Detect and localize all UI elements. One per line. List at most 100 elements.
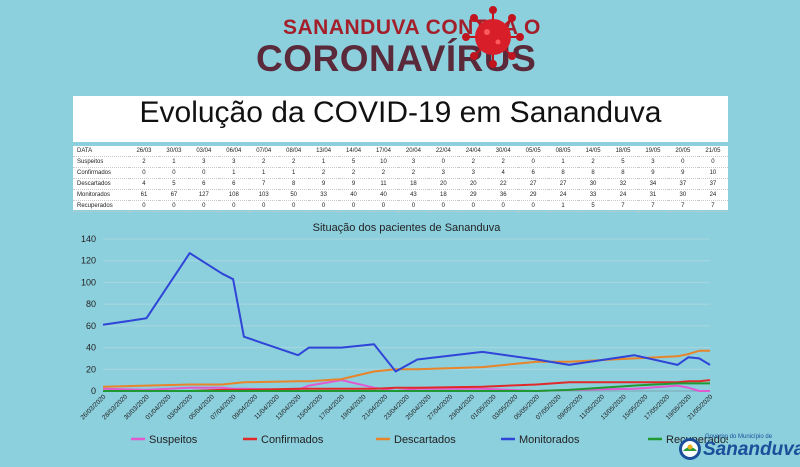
table-cell: 18 (428, 189, 459, 201)
table-date-cell: 21/05 (697, 146, 728, 157)
table-cell: 108 (218, 189, 249, 201)
table-cell: 5 (608, 156, 638, 168)
table-cell: 0 (398, 200, 429, 212)
table-date-cell: 17/04 (368, 146, 399, 157)
table-cell: 0 (188, 200, 219, 212)
table-cell: 31 (637, 189, 668, 201)
table-cell: 37 (667, 178, 698, 190)
table-date-cell: 22/04 (428, 146, 459, 157)
table-cell: 20 (458, 178, 489, 190)
legend-label: Suspeitos (149, 434, 198, 446)
series-line-recuperados (103, 382, 710, 392)
table-cell: 3 (188, 156, 219, 168)
table-row-label: Suspeitos (73, 156, 129, 168)
table-cell: 0 (129, 200, 159, 212)
y-tick-label: 100 (81, 277, 96, 287)
table-cell: 0 (188, 167, 219, 179)
table-cell: 2 (458, 156, 489, 168)
table-cell: 9 (338, 178, 369, 190)
table-cell: 67 (158, 189, 189, 201)
table-date-cell: 08/04 (278, 146, 309, 157)
series-line-suspeitos (102, 379, 710, 392)
y-tick-label: 40 (86, 343, 96, 353)
table-date-cell: 24/04 (458, 146, 489, 157)
table-cell: 5 (158, 178, 189, 190)
table-cell: 103 (248, 189, 279, 201)
table-cell: 10 (368, 156, 399, 168)
table-cell: 2 (338, 167, 369, 179)
table-date-cell: 18/05 (608, 146, 638, 157)
table-cell: 0 (129, 167, 159, 179)
table-cell: 0 (458, 200, 489, 212)
table-cell: 9 (308, 178, 339, 190)
series-line-monitorados (102, 252, 711, 373)
table-cell: 0 (338, 200, 369, 212)
y-tick-label: 20 (86, 364, 96, 374)
table-cell: 29 (518, 189, 549, 201)
table-cell: 0 (248, 200, 279, 212)
table-row: Descartados 4 5 6 6 7 8 9 9 11 18 20 20 22 27 27 30 32 34 3… (73, 178, 728, 190)
table-date-cell: 19/05 (637, 146, 668, 157)
table-date-cell: 03/04 (188, 146, 219, 157)
table-cell: 29 (458, 189, 489, 201)
table-cell: 34 (637, 178, 668, 190)
page-title: Evolução da COVID-19 em Sananduva (139, 96, 662, 129)
table-row: Monitorados 61 67 127 108 103 50 33 40 40 43 18 29 36… (73, 189, 728, 201)
table-cell: 30 (578, 178, 608, 190)
table-row: Recuperados 0 0 0 0 0 0 0 0 0 0 0 0 0 0 1 5 7 7 7 7 (73, 200, 728, 212)
table-cell: 11 (368, 178, 399, 190)
legend-label: Descartados (394, 434, 456, 446)
table-cell: 40 (368, 189, 399, 201)
table-cell: 0 (518, 200, 549, 212)
table-cell: 22 (488, 178, 519, 190)
table-corner-cell: DATA (73, 146, 129, 157)
table-cell: 50 (278, 189, 309, 201)
table-date-cell: 13/04 (308, 146, 339, 157)
table-cell: 0 (278, 200, 309, 212)
table-cell: 7 (608, 200, 638, 212)
table-cell: 1 (278, 167, 309, 179)
table-cell: 3 (398, 156, 429, 168)
table-cell: 2 (308, 167, 339, 179)
table-row-label: Monitorados (73, 189, 129, 201)
table-row: Suspeitos 2 1 3 3 2 2 1 5 10 3 0 2 2 0 1 2 5 3 0 0 (73, 156, 728, 168)
table-cell: 7 (697, 200, 728, 212)
table-cell: 32 (608, 178, 638, 190)
table-date-cell: 20/05 (667, 146, 698, 157)
table-cell: 7 (248, 178, 279, 190)
table-cell: 0 (218, 200, 249, 212)
data-table: DATA 26/03 30/03 03/04 06/04 07/04 08/04 13/04 1… (73, 146, 728, 212)
table-cell: 2 (398, 167, 429, 179)
legend-label: Monitorados (519, 434, 580, 446)
seal-icon (679, 438, 701, 460)
table-row-label: Descartados (73, 178, 129, 190)
y-tick-label: 60 (86, 321, 96, 331)
table-cell: 127 (188, 189, 219, 201)
table-cell: 8 (578, 167, 608, 179)
table-cell: 27 (548, 178, 579, 190)
table-date-cell: 20/04 (398, 146, 429, 157)
table-cell: 4 (129, 178, 159, 190)
data-table-panel: DATA 26/03 30/03 03/04 06/04 07/04 08/04 13/04 1… (73, 146, 728, 212)
table-cell: 2 (488, 156, 519, 168)
table-row-label: Recuperados (73, 200, 129, 212)
table-date-cell: 14/05 (578, 146, 608, 157)
table-cell: 7 (667, 200, 698, 212)
table-cell: 8 (278, 178, 309, 190)
table-cell: 30 (667, 189, 698, 201)
table-cell: 3 (428, 167, 459, 179)
table-cell: 0 (368, 200, 399, 212)
table-date-cell: 30/03 (158, 146, 189, 157)
table-date-cell: 07/04 (248, 146, 279, 157)
table-cell: 1 (158, 156, 189, 168)
table-cell: 0 (158, 167, 189, 179)
table-cell: 24 (697, 189, 728, 201)
table-cell: 2 (248, 156, 279, 168)
table-cell: 43 (398, 189, 429, 201)
table-cell: 24 (608, 189, 638, 201)
table-cell: 2 (368, 167, 399, 179)
table-cell: 0 (697, 156, 728, 168)
table-cell: 2 (278, 156, 309, 168)
series-line-descartados (102, 349, 710, 388)
table-cell: 3 (458, 167, 489, 179)
